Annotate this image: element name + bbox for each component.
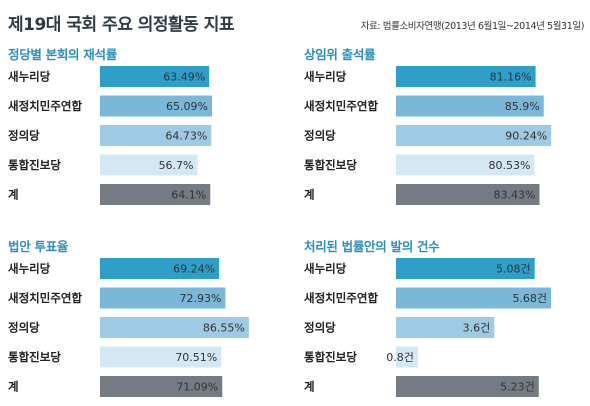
data-label: 69.24% bbox=[173, 263, 215, 276]
data-label: 5.08건 bbox=[496, 263, 531, 276]
bar bbox=[396, 154, 535, 176]
category-label: 정의당 bbox=[8, 321, 40, 335]
panel-committee-attendance: 상임위 출석률 새누리당 81.16% 새정치민주연합 85.9% 정의당 90.24% 통… bbox=[304, 44, 589, 205]
bar bbox=[100, 258, 220, 279]
bar bbox=[100, 184, 211, 205]
bar bbox=[100, 125, 212, 146]
data-label: 64.1% bbox=[171, 189, 206, 202]
data-label: 0.8건 bbox=[386, 351, 414, 364]
chart-title: 정당별 본회의 재석률 bbox=[8, 47, 117, 62]
bar bbox=[100, 154, 198, 176]
bar bbox=[100, 66, 210, 87]
data-label: 72.93% bbox=[179, 292, 221, 305]
chart-title: 상임위 출석률 bbox=[304, 47, 376, 62]
category-label: 새누리당 bbox=[304, 262, 347, 276]
category-label: 새정치민주연합 bbox=[8, 99, 82, 113]
category-label: 통합진보당 bbox=[8, 158, 61, 172]
panel-bill-voting-rate: 법안 투표율 새누리당 69.24% 새정치민주연합 72.93% 정의당 86.55% 통… bbox=[8, 236, 293, 397]
data-label: 80.53% bbox=[489, 159, 531, 172]
data-label: 70.51% bbox=[175, 351, 217, 364]
panel-attendance-plenary: 정당별 본회의 재석률 새누리당 63.49% 새정치민주연합 65.09% 정의당 64… bbox=[8, 44, 293, 205]
bar bbox=[396, 184, 540, 205]
bar bbox=[100, 376, 223, 397]
category-label: 계 bbox=[304, 380, 315, 394]
data-label: 90.24% bbox=[505, 130, 547, 143]
bar bbox=[396, 95, 544, 117]
category-label: 새정치민주연합 bbox=[8, 291, 82, 305]
data-label: 83.43% bbox=[494, 189, 536, 202]
data-label: 85.9% bbox=[505, 100, 540, 113]
category-label: 통합진보당 bbox=[8, 350, 61, 364]
data-label: 71.09% bbox=[176, 381, 218, 394]
data-label: 86.55% bbox=[203, 322, 245, 335]
category-label: 계 bbox=[304, 188, 315, 202]
bar bbox=[396, 287, 552, 309]
category-label: 통합진보당 bbox=[304, 158, 357, 172]
bar bbox=[100, 95, 212, 117]
bar bbox=[396, 258, 535, 279]
source-note: 자료: 법률소비자연맹(2013년 6월1일~2014년 5월31일) bbox=[360, 21, 585, 32]
category-label: 새정치민주연합 bbox=[304, 99, 378, 113]
bar bbox=[396, 376, 539, 397]
category-label: 새정치민주연합 bbox=[304, 291, 378, 305]
bar bbox=[100, 346, 222, 368]
chart-title: 법안 투표율 bbox=[8, 239, 69, 254]
data-label: 56.7% bbox=[159, 159, 194, 172]
bar bbox=[100, 317, 249, 338]
category-label: 새누리당 bbox=[8, 262, 51, 276]
data-label: 5.68건 bbox=[512, 292, 547, 305]
page-title: 제19대 국회 주요 의정활동 지표 bbox=[8, 15, 235, 35]
data-label: 3.6건 bbox=[463, 322, 491, 335]
category-label: 계 bbox=[8, 380, 19, 394]
bar bbox=[396, 66, 536, 87]
category-label: 정의당 bbox=[304, 129, 336, 143]
chart-title: 처리된 법률안의 발의 건수 bbox=[304, 239, 440, 254]
data-label: 64.73% bbox=[165, 130, 207, 143]
category-label: 새누리당 bbox=[304, 70, 347, 84]
category-label: 정의당 bbox=[8, 129, 40, 143]
data-label: 81.16% bbox=[490, 71, 532, 84]
bar bbox=[100, 287, 226, 309]
category-label: 계 bbox=[8, 188, 19, 202]
bar bbox=[396, 346, 418, 368]
data-label: 5.23건 bbox=[500, 381, 535, 394]
bar-chart: 새누리당 81.16% 새정치민주연합 85.9% 정의당 90.24% 통합진보당 80.5… bbox=[304, 66, 552, 205]
bar bbox=[396, 125, 552, 146]
bar-chart: 새누리당 69.24% 새정치민주연합 72.93% 정의당 86.55% 통합진보당 70.… bbox=[8, 258, 249, 397]
category-label: 새누리당 bbox=[8, 70, 51, 84]
bar bbox=[396, 317, 495, 338]
data-label: 65.09% bbox=[166, 100, 208, 113]
bar-chart: 새누리당 63.49% 새정치민주연합 65.09% 정의당 64.73% 통합진보당 56.… bbox=[8, 66, 212, 205]
data-label: 63.49% bbox=[163, 71, 205, 84]
category-label: 정의당 bbox=[304, 321, 336, 335]
category-label: 통합진보당 bbox=[304, 350, 357, 364]
